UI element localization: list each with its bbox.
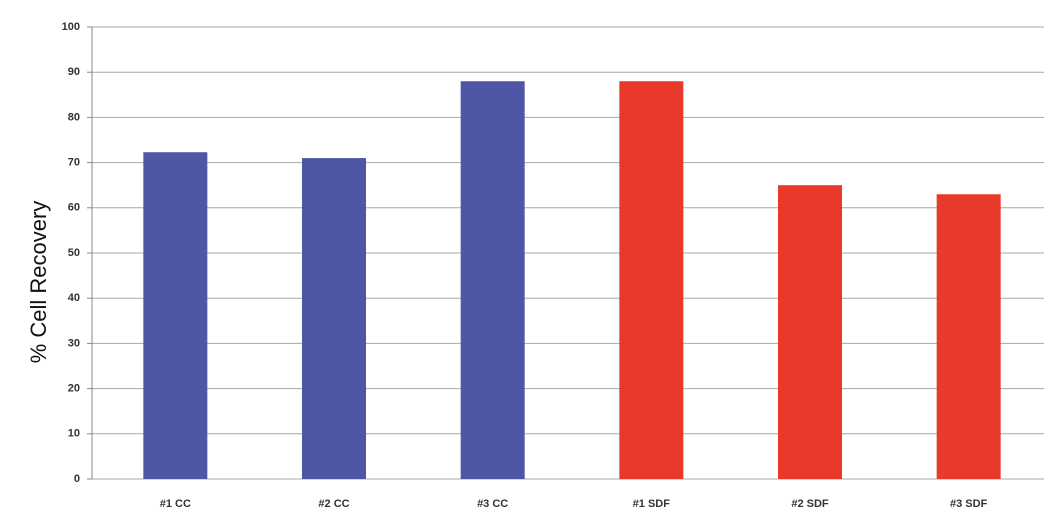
y-tick-label: 90 <box>68 66 80 78</box>
bar <box>778 185 842 479</box>
x-tick-label: #1 CC <box>160 498 191 510</box>
y-tick-label: 30 <box>68 337 80 349</box>
bar <box>143 152 208 480</box>
y-tick-label: 70 <box>68 157 80 169</box>
x-tick-label: #2 SDF <box>791 498 829 510</box>
y-tick-label: 10 <box>68 428 80 440</box>
y-tick-label: 40 <box>68 292 80 304</box>
x-tick-label: #3 CC <box>477 498 508 510</box>
y-tick-label: 0 <box>74 473 80 485</box>
y-tick-label: 80 <box>68 111 80 123</box>
x-tick-label: #3 SDF <box>950 498 988 510</box>
bar <box>936 194 1001 480</box>
x-tick-label: #2 CC <box>318 498 349 510</box>
y-tick-label: 20 <box>68 383 80 395</box>
y-tick-label: 60 <box>68 202 80 214</box>
y-axis-label: % Cell Recovery <box>26 201 51 364</box>
bar <box>460 81 525 480</box>
bar <box>302 158 366 479</box>
bar <box>619 81 684 480</box>
y-tick-label: 100 <box>62 21 80 33</box>
x-tick-label: #1 SDF <box>633 498 671 510</box>
y-tick-label: 50 <box>68 247 80 259</box>
